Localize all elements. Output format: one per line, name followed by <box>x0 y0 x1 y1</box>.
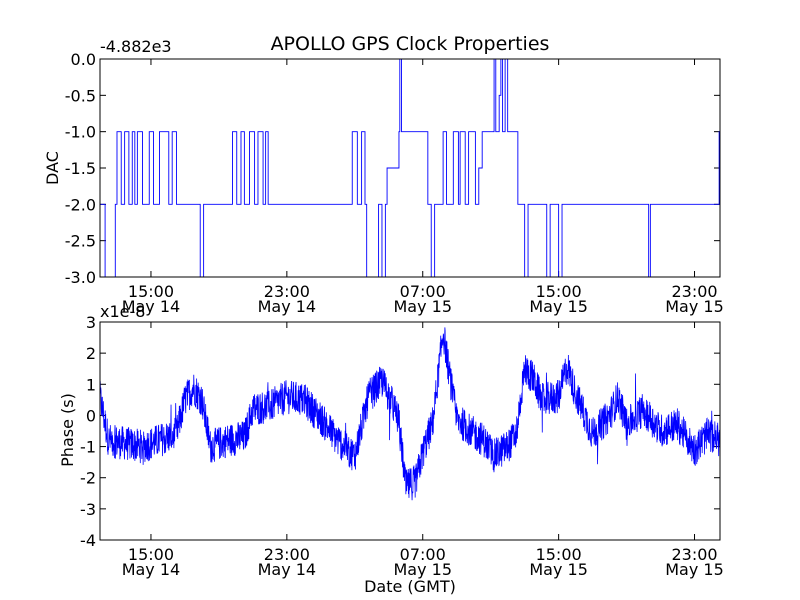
dac-y-tick-label: -0.5 <box>65 86 96 105</box>
dac-y-tick-label: 0.0 <box>71 50 96 69</box>
phase-x-tick-date: May 15 <box>665 560 724 579</box>
dac-y-tick-label: -2.5 <box>65 232 96 251</box>
dac-y-tick-label: -3.0 <box>65 268 96 287</box>
dac-x-tick-time: 23:00 <box>671 282 717 301</box>
phase-series-line <box>100 327 720 501</box>
chart-title: APOLLO GPS Clock Properties <box>271 33 550 55</box>
phase-x-tick-time: 07:00 <box>400 545 446 564</box>
dac-x-tick-date: May 15 <box>529 297 588 316</box>
phase-x-tick-time: 23:00 <box>671 545 717 564</box>
phase-x-tick-date: May 15 <box>393 560 452 579</box>
phase-offset-label: x1e-8 <box>100 302 145 321</box>
phase-y-tick-label: -3 <box>80 500 96 519</box>
phase-y-tick-label: -2 <box>80 469 96 488</box>
dac-x-tick-date: May 15 <box>665 297 724 316</box>
phase-x-tick-date: May 14 <box>258 560 317 579</box>
phase-x-tick-time: 15:00 <box>128 545 174 564</box>
dac-y-tick-label: -2.0 <box>65 195 96 214</box>
phase-x-tick-time: 15:00 <box>536 545 582 564</box>
dac-x-tick-date: May 15 <box>393 297 452 316</box>
dac-axes-frame <box>99 58 721 278</box>
x-axis-label: Date (GMT) <box>364 577 456 596</box>
phase-y-axis-label: Phase (s) <box>58 393 77 467</box>
dac-offset-label: -4.882e3 <box>100 37 172 56</box>
dac-y-tick-label: -1.0 <box>65 123 96 142</box>
dac-y-axis-label: DAC <box>43 151 62 185</box>
phase-y-tick-label: -1 <box>80 438 96 457</box>
dac-x-tick-date: May 14 <box>258 297 317 316</box>
dac-x-tick-time: 15:00 <box>536 282 582 301</box>
dac-x-tick-date: May 14 <box>122 297 181 316</box>
phase-x-tick-date: May 14 <box>122 560 181 579</box>
dac-x-tick-time: 23:00 <box>264 282 310 301</box>
phase-y-tick-label: -4 <box>80 531 96 550</box>
phase-y-tick-label: 2 <box>86 344 96 363</box>
phase-y-tick-label: 3 <box>86 313 96 332</box>
phase-axes-frame <box>99 321 721 541</box>
phase-y-tick-label: 0 <box>86 406 96 425</box>
phase-y-tick-label: 1 <box>86 375 96 394</box>
phase-x-tick-date: May 15 <box>529 560 588 579</box>
dac-x-tick-time: 15:00 <box>128 282 174 301</box>
dac-x-tick-time: 07:00 <box>400 282 446 301</box>
dac-series-line <box>100 59 720 277</box>
dac-y-tick-label: -1.5 <box>65 159 96 178</box>
phase-x-tick-time: 23:00 <box>264 545 310 564</box>
